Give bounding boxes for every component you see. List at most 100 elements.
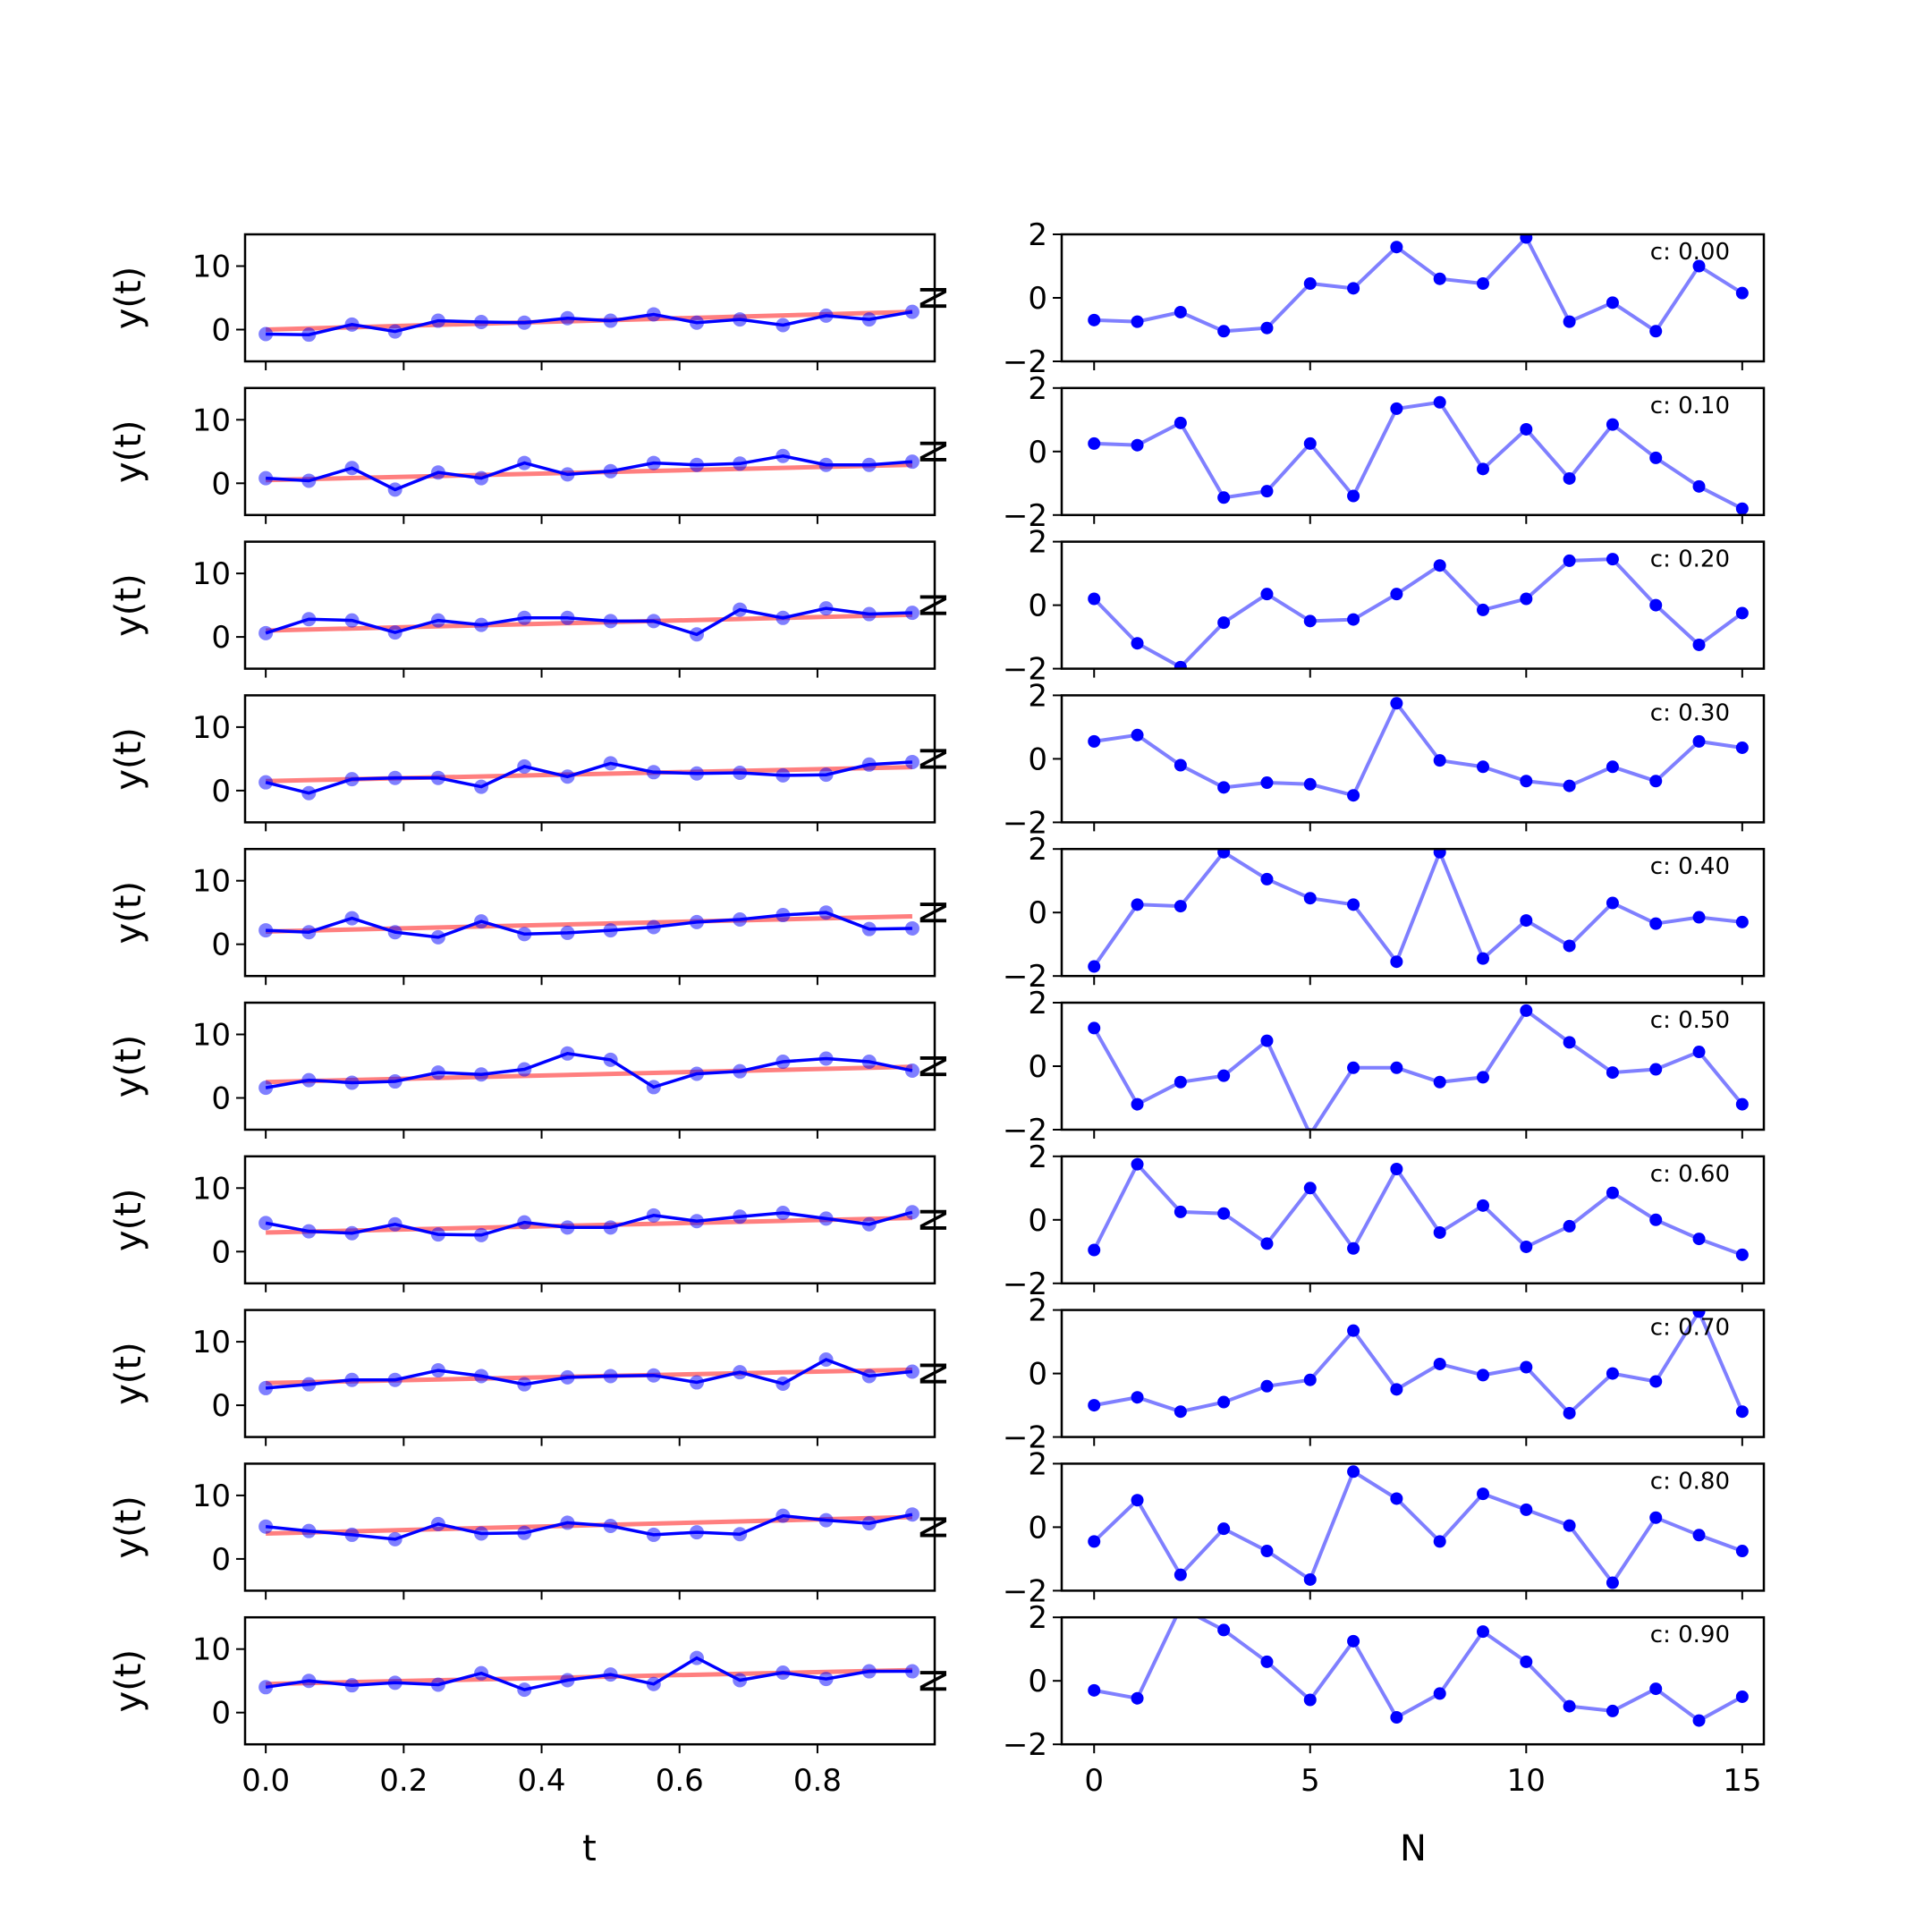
y-tick-label: 10: [192, 710, 231, 746]
x-tick-label: 0.6: [656, 1763, 704, 1799]
data-point: [344, 1678, 360, 1693]
data-point: [733, 1673, 748, 1688]
data-point: [1174, 1075, 1187, 1089]
data-point: [775, 1205, 791, 1220]
y-axis-label: y(t): [108, 573, 149, 637]
data-point: [474, 1665, 489, 1681]
data-point: [733, 1527, 748, 1542]
y-tick-label: −2: [1003, 498, 1047, 534]
data-point: [1347, 1465, 1360, 1479]
data-point: [1606, 760, 1619, 774]
y-tick-label: 0: [211, 1388, 231, 1424]
data-point: [1217, 616, 1231, 630]
data-point: [474, 617, 489, 632]
data-point: [430, 770, 445, 785]
data-point: [1433, 1226, 1446, 1239]
data-point: [1649, 775, 1663, 788]
axes-frame: [243, 1462, 936, 1592]
data-point: [1217, 491, 1231, 504]
x-tick-label: 15: [1723, 1763, 1761, 1799]
data-point: [1563, 1519, 1576, 1532]
data-point: [258, 470, 274, 486]
data-point: [474, 470, 489, 486]
data-point: [1692, 1233, 1706, 1246]
data-point: [861, 606, 877, 622]
data-point: [1347, 898, 1360, 911]
data-point: [344, 1372, 360, 1387]
data-point: [1433, 395, 1446, 409]
data-point: [1477, 277, 1489, 291]
data-point: [1347, 1324, 1360, 1337]
data-point: [1520, 422, 1533, 436]
data-point: [1217, 1522, 1231, 1536]
left-subplot: 0 10 y(t): [108, 540, 936, 678]
data-point: [1217, 849, 1231, 859]
y-tick-label: 0: [211, 928, 231, 963]
y-tick-label: 0: [1028, 741, 1047, 777]
data-point: [517, 758, 532, 774]
data-point: [1174, 416, 1187, 429]
data-point: [818, 1051, 834, 1066]
data-point: [258, 775, 274, 790]
data-point: [733, 1063, 748, 1079]
y-tick-label: 0: [211, 313, 231, 349]
data-point: [560, 1220, 575, 1235]
data-point: [1649, 1213, 1663, 1226]
data-point: [1131, 1691, 1144, 1705]
data-point: [904, 1507, 919, 1522]
data-point: [818, 457, 834, 472]
left-subplot: 0 10 y(t): [108, 233, 936, 370]
data-point: [1131, 1097, 1144, 1111]
plot-area: [258, 1352, 919, 1395]
plot-area: [258, 1205, 919, 1242]
data-point: [1347, 1634, 1360, 1648]
data-point: [603, 313, 618, 328]
data-point: [1520, 1240, 1533, 1253]
data-point: [1649, 1375, 1663, 1388]
data-point: [1433, 1075, 1446, 1089]
plot-area: [1088, 1004, 1749, 1130]
data-point: [1520, 775, 1533, 788]
data-point: [1692, 1529, 1706, 1542]
y-tick-label: 10: [192, 250, 231, 285]
y-tick-label: 2: [1028, 371, 1047, 407]
data-point: [1390, 955, 1403, 969]
y-tick-label: −2: [1003, 1267, 1047, 1302]
data-point: [1347, 613, 1360, 626]
data-point: [690, 315, 705, 330]
data-point: [387, 1372, 402, 1387]
y-tick-label: −2: [1003, 959, 1047, 995]
data-point: [1649, 1063, 1663, 1076]
data-point: [1088, 1399, 1101, 1412]
data-point: [861, 312, 877, 327]
y-tick-label: 0: [1028, 589, 1047, 624]
plot-area: [258, 448, 919, 497]
data-point: [818, 1513, 834, 1528]
plot-area: [1088, 849, 1749, 973]
data-point: [474, 1526, 489, 1541]
left-x-axis-label: t: [582, 1828, 597, 1869]
data-point: [690, 627, 705, 642]
series-line: [265, 1052, 913, 1089]
y-axis-label: y(t): [108, 1496, 149, 1559]
data-point: [775, 908, 791, 923]
data-point: [1390, 1383, 1403, 1396]
x-tick-label: 0.2: [379, 1763, 428, 1799]
data-point: [690, 1375, 705, 1390]
data-point: [430, 313, 445, 328]
y-tick-label: −2: [1003, 1113, 1047, 1148]
data-point: [1735, 1248, 1749, 1261]
data-point: [1174, 1602, 1187, 1614]
y-axis-label: y(t): [108, 1035, 149, 1098]
data-point: [1735, 1097, 1749, 1111]
data-point: [646, 765, 661, 780]
plot-area: [258, 1046, 919, 1096]
data-point: [1174, 1405, 1187, 1419]
data-point: [690, 1525, 705, 1540]
plot-area: [258, 1650, 919, 1698]
y-tick-label: 0: [1028, 435, 1047, 470]
data-point: [1649, 1682, 1663, 1696]
